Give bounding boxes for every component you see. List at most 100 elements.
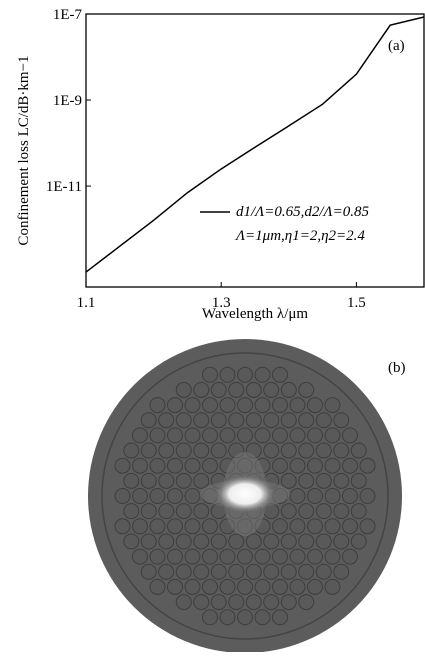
- air-hole: [220, 428, 235, 443]
- air-hole: [203, 519, 218, 534]
- air-hole: [159, 504, 174, 519]
- air-hole: [238, 610, 253, 625]
- air-hole: [203, 367, 218, 382]
- air-hole: [203, 610, 218, 625]
- air-hole: [194, 382, 209, 397]
- air-hole: [194, 564, 209, 579]
- air-hole: [273, 610, 288, 625]
- air-hole: [133, 519, 148, 534]
- air-hole: [124, 443, 139, 458]
- air-hole: [299, 595, 314, 610]
- air-hole: [299, 443, 314, 458]
- air-hole: [133, 549, 148, 564]
- air-hole: [176, 564, 191, 579]
- air-hole: [220, 367, 235, 382]
- air-hole: [316, 413, 331, 428]
- air-hole: [176, 534, 191, 549]
- air-hole: [194, 534, 209, 549]
- air-hole: [316, 443, 331, 458]
- air-hole: [290, 428, 305, 443]
- air-hole: [316, 564, 331, 579]
- air-hole: [185, 579, 200, 594]
- air-hole: [308, 519, 323, 534]
- air-hole: [325, 519, 340, 534]
- air-hole: [281, 443, 296, 458]
- air-hole: [141, 564, 156, 579]
- air-hole: [334, 504, 349, 519]
- air-hole: [185, 398, 200, 413]
- air-hole: [159, 473, 174, 488]
- air-hole: [299, 564, 314, 579]
- air-hole: [351, 443, 366, 458]
- air-hole: [133, 489, 148, 504]
- air-hole: [194, 443, 209, 458]
- air-hole: [211, 443, 226, 458]
- air-hole: [124, 473, 139, 488]
- air-hole: [325, 579, 340, 594]
- air-hole: [203, 458, 218, 473]
- air-hole: [176, 473, 191, 488]
- air-hole: [308, 458, 323, 473]
- x-tick-label: 1.5: [347, 295, 366, 311]
- air-hole: [220, 579, 235, 594]
- air-hole: [308, 398, 323, 413]
- air-hole: [246, 595, 261, 610]
- air-hole: [325, 398, 340, 413]
- air-hole: [264, 413, 279, 428]
- air-hole: [168, 398, 183, 413]
- air-hole: [150, 428, 165, 443]
- air-hole: [211, 564, 226, 579]
- air-hole: [255, 367, 270, 382]
- air-hole: [176, 413, 191, 428]
- y-tick-label: 1E-11: [46, 179, 82, 195]
- mode-spot: [213, 474, 277, 514]
- figure: (a) (b) 1E-71E-91E-111.11.31.5Wavelength…: [0, 0, 425, 652]
- air-hole: [264, 443, 279, 458]
- air-hole: [299, 534, 314, 549]
- air-hole: [238, 428, 253, 443]
- air-hole: [343, 428, 358, 443]
- air-hole: [238, 367, 253, 382]
- air-hole: [360, 489, 375, 504]
- air-hole: [343, 549, 358, 564]
- air-hole: [150, 398, 165, 413]
- air-hole: [299, 413, 314, 428]
- air-hole: [255, 398, 270, 413]
- air-hole: [194, 413, 209, 428]
- air-hole: [220, 610, 235, 625]
- air-hole: [229, 382, 244, 397]
- air-hole: [133, 458, 148, 473]
- air-hole: [168, 519, 183, 534]
- panel-label: (a): [388, 38, 405, 54]
- air-hole: [255, 610, 270, 625]
- air-hole: [185, 458, 200, 473]
- air-hole: [299, 504, 314, 519]
- air-hole: [229, 413, 244, 428]
- air-hole: [290, 579, 305, 594]
- air-hole: [264, 534, 279, 549]
- air-hole: [176, 443, 191, 458]
- air-hole: [299, 473, 314, 488]
- air-hole: [325, 458, 340, 473]
- x-axis-label: Wavelength λ/μm: [202, 306, 308, 322]
- air-hole: [211, 534, 226, 549]
- air-hole: [150, 458, 165, 473]
- air-hole: [290, 398, 305, 413]
- air-hole: [281, 595, 296, 610]
- air-hole: [273, 458, 288, 473]
- air-hole: [115, 519, 130, 534]
- air-hole: [194, 595, 209, 610]
- air-hole: [229, 595, 244, 610]
- air-hole: [264, 382, 279, 397]
- panel-label: (b): [388, 360, 406, 376]
- air-hole: [308, 428, 323, 443]
- air-hole: [141, 504, 156, 519]
- air-hole: [343, 458, 358, 473]
- air-hole: [343, 489, 358, 504]
- air-hole: [194, 473, 209, 488]
- air-hole: [351, 473, 366, 488]
- air-hole: [255, 579, 270, 594]
- y-axis-label: Confinement loss LC/dB·km−1: [16, 55, 32, 245]
- air-hole: [194, 504, 209, 519]
- air-hole: [281, 504, 296, 519]
